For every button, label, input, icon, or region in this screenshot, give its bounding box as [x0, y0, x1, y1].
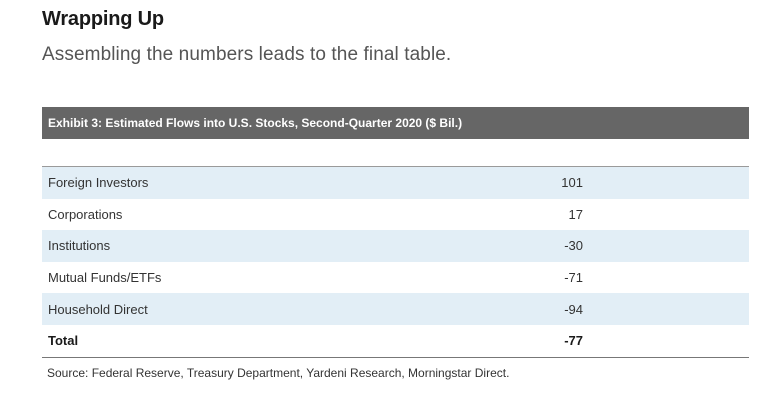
table-row: Corporations 17: [42, 199, 749, 231]
row-value: -94: [564, 301, 583, 317]
row-value: -71: [564, 270, 583, 286]
section-heading: Wrapping Up: [42, 8, 164, 30]
row-value: 17: [568, 206, 583, 222]
row-label: Mutual Funds/ETFs: [48, 270, 162, 286]
section-subheading: Assembling the numbers leads to the fina…: [42, 44, 452, 65]
table-row: Mutual Funds/ETFs -71: [42, 262, 749, 294]
row-label: Institutions: [48, 238, 111, 254]
row-value: 101: [561, 175, 583, 191]
table-row: Household Direct -94: [42, 293, 749, 325]
table-row: Foreign Investors 101: [42, 167, 749, 199]
table-row: Institutions -30: [42, 230, 749, 262]
row-label: Household Direct: [48, 301, 148, 317]
exhibit-title-bar: Exhibit 3: Estimated Flows into U.S. Sto…: [42, 107, 749, 139]
total-value: -77: [564, 333, 583, 349]
total-label: Total: [48, 333, 79, 349]
table-total-row: Total -77: [42, 325, 749, 357]
flows-table: Foreign Investors 101 Corporations 17 In…: [42, 166, 749, 358]
row-value: -30: [564, 238, 583, 254]
row-label: Foreign Investors: [48, 175, 149, 191]
source-note: Source: Federal Reserve, Treasury Depart…: [47, 366, 510, 380]
row-label: Corporations: [48, 206, 123, 222]
